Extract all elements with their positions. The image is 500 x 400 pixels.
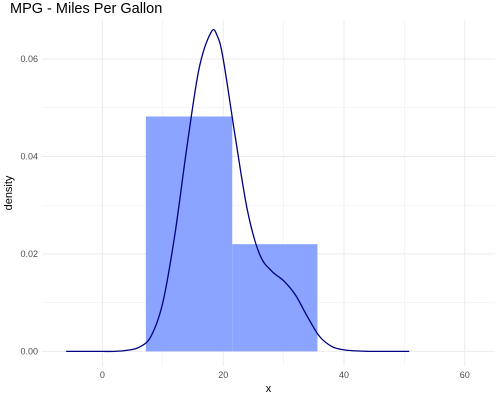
- histogram-bars: [145, 116, 318, 352]
- y-tick-label: 0.04: [20, 151, 38, 161]
- x-tick-label: 60: [460, 370, 470, 380]
- x-tick-label: 40: [339, 370, 349, 380]
- x-axis-label: x: [266, 383, 272, 395]
- y-tick-label: 0.06: [20, 54, 38, 64]
- chart-title: MPG - Miles Per Gallon: [10, 1, 163, 17]
- y-tick-label: 0.02: [20, 249, 38, 259]
- tick-labels: 0 20 40 60 0.00 0.02 0.04 0.06: [20, 54, 469, 380]
- x-tick-label: 20: [218, 370, 228, 380]
- x-tick-label: 0: [100, 370, 105, 380]
- y-tick-label: 0.00: [20, 346, 38, 356]
- density-curve-layer: [66, 29, 410, 353]
- y-axis-label: density: [3, 175, 15, 210]
- histogram-bar: [232, 244, 318, 352]
- density-curve: [66, 29, 410, 353]
